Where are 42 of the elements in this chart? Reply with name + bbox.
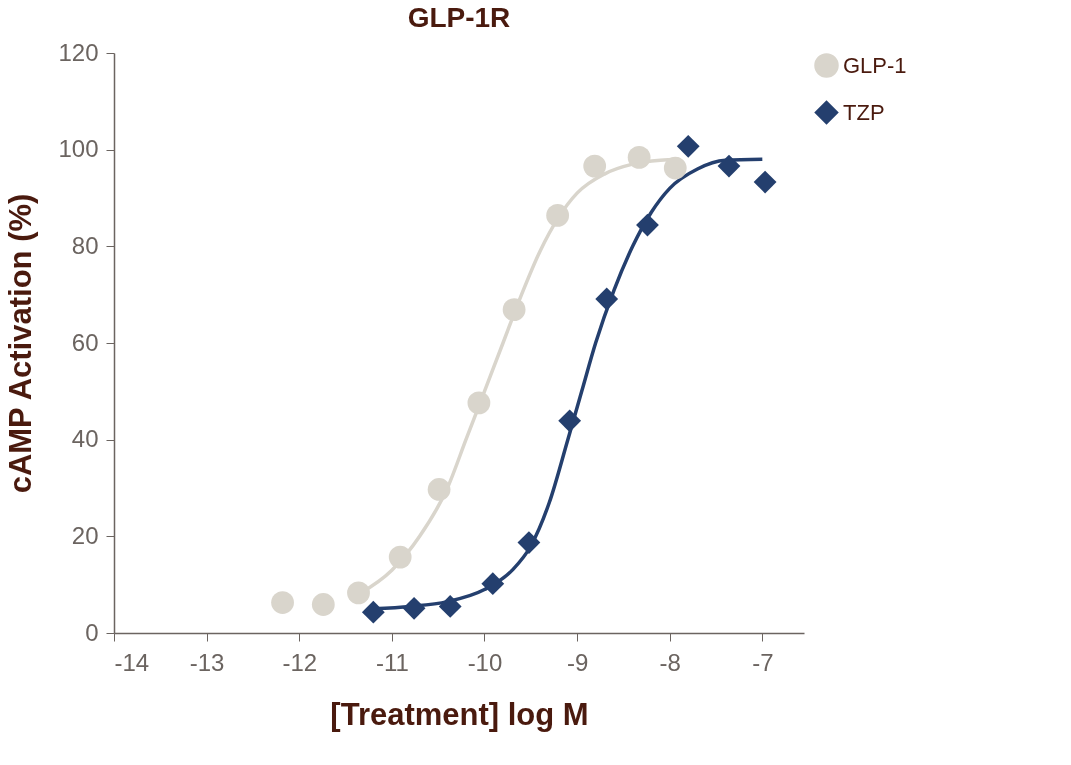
x-tick-label: -8 xyxy=(659,648,681,676)
x-tick-label: -11 xyxy=(375,648,409,676)
point xyxy=(402,596,426,620)
point xyxy=(636,213,659,237)
x-tick-label: -9 xyxy=(566,648,589,676)
point xyxy=(481,572,505,596)
point xyxy=(627,146,651,169)
point xyxy=(361,600,385,624)
point xyxy=(517,531,541,555)
point xyxy=(388,545,412,569)
y-tick-label: 60 xyxy=(71,328,99,356)
legend-label: TZP xyxy=(843,99,885,125)
x-tick-label: -7 xyxy=(752,648,774,676)
x-tick-label: -14 xyxy=(114,648,150,676)
y-tick-label: 120 xyxy=(58,38,99,66)
chart-title: GLP-1R xyxy=(407,2,511,33)
y-tick-label: 40 xyxy=(71,425,99,453)
point xyxy=(676,134,700,158)
x-tick-label: -10 xyxy=(467,648,503,676)
point xyxy=(753,170,777,194)
legend-label: GLP-1 xyxy=(843,52,907,78)
point xyxy=(502,298,526,322)
y-tick-label: 100 xyxy=(58,135,99,163)
point xyxy=(717,154,741,178)
x-axis-title: [Treatment] log M xyxy=(330,696,589,732)
x-tick-label: -12 xyxy=(282,648,318,676)
point xyxy=(427,478,451,501)
point xyxy=(311,593,335,616)
point xyxy=(438,595,462,618)
x-tick-label: -13 xyxy=(189,648,225,676)
point xyxy=(347,581,370,605)
y-tick-label: 20 xyxy=(71,521,99,549)
point xyxy=(467,391,491,415)
y-tick-label: 0 xyxy=(85,618,99,646)
y-tick-label: 80 xyxy=(71,231,99,259)
point xyxy=(595,287,619,311)
point xyxy=(546,204,570,227)
point xyxy=(583,154,607,178)
y-axis-title: cAMP Activation (%) xyxy=(3,193,39,494)
point xyxy=(271,591,294,614)
point xyxy=(663,156,687,180)
point xyxy=(558,409,582,433)
